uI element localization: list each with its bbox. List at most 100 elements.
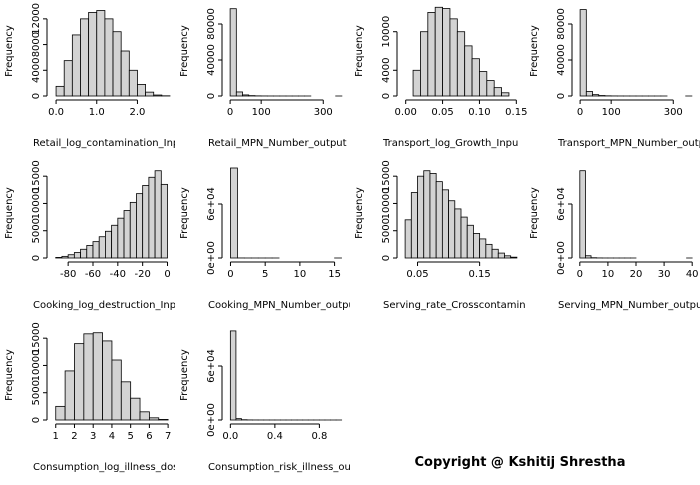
bar	[137, 84, 146, 97]
y-tick-label: 0	[381, 255, 392, 261]
bar	[80, 248, 88, 259]
bar	[153, 94, 163, 97]
bar	[130, 397, 141, 421]
x-tick-label: 4	[109, 431, 115, 442]
bar	[460, 216, 468, 259]
bar	[86, 245, 94, 259]
y-tick-label: 4000	[381, 58, 392, 83]
bar	[493, 87, 502, 97]
y-tick-label: 10000	[381, 188, 392, 220]
bar	[410, 192, 418, 259]
bar	[497, 252, 505, 259]
y-tick-label: 6e+04	[556, 187, 567, 221]
bar	[510, 256, 518, 259]
bar	[129, 201, 137, 259]
bar	[441, 189, 449, 259]
x-tick-label: 0	[577, 269, 583, 280]
copyright: Copyright @ Kshitij Shrestha	[415, 455, 626, 470]
bar	[479, 71, 488, 97]
y-tick-label: 4000	[31, 58, 42, 83]
bar	[123, 210, 131, 259]
x-tick-label: 100	[252, 107, 271, 118]
x-axis-title: Cooking_MPN_Number_outpu	[208, 300, 355, 311]
bar	[464, 45, 473, 97]
bar	[491, 248, 499, 259]
y-tick-label: 0	[381, 93, 392, 99]
bar	[434, 6, 443, 97]
x-tick-label: 5	[262, 269, 268, 280]
bar	[473, 233, 481, 259]
bar	[456, 31, 466, 97]
bar	[55, 85, 65, 97]
x-tick-label: 300	[664, 107, 683, 118]
bar	[423, 170, 431, 259]
y-tick-label: 5000	[31, 218, 42, 243]
bar	[235, 418, 242, 421]
bar	[92, 241, 100, 259]
x-tick-label: 0.4	[267, 431, 283, 442]
panel: 0.0 0.4 0.8 0e+00 6e+04 Frequency Consumption_…	[179, 330, 350, 473]
bar	[154, 170, 162, 259]
bar	[120, 50, 130, 97]
y-axis-title: Frequency	[179, 349, 190, 401]
x-tick-label: 0.10	[468, 107, 490, 118]
x-tick-label: 1.0	[89, 107, 105, 118]
bar	[148, 417, 160, 421]
bar	[158, 419, 169, 421]
bar	[136, 193, 144, 259]
bar	[479, 238, 487, 259]
y-tick-label: 12000	[31, 3, 42, 35]
y-tick-label: 5000	[31, 380, 42, 405]
y-tick-label: 6e+04	[206, 187, 217, 221]
y-tick-label: 6e+04	[206, 349, 217, 383]
bar	[128, 69, 138, 97]
x-axis-title: Retail_MPN_Number_output	[208, 138, 347, 149]
x-tick-label: 40	[686, 269, 699, 280]
x-axis-title: Serving_MPN_Number_outpu	[558, 300, 700, 311]
bar	[229, 8, 237, 97]
y-tick-label: 40000	[206, 44, 217, 76]
y-axis-title: Frequency	[4, 25, 15, 77]
bar	[242, 94, 250, 97]
y-tick-label: 0e+00	[206, 241, 217, 275]
bar	[67, 254, 75, 259]
y-tick-label: 10000	[381, 16, 392, 48]
bar	[98, 236, 106, 259]
bar	[105, 230, 113, 259]
x-tick-label: 10	[294, 269, 307, 280]
y-axis-title: Frequency	[354, 25, 365, 77]
x-axis-title: Retail_log_contamination_Inpu	[33, 138, 186, 149]
panel: 0 100 300 0 40000 80000 Frequency Retail_MPN_Nu…	[179, 8, 347, 149]
bar	[442, 8, 451, 97]
y-axis-title: Frequency	[4, 187, 15, 239]
panel: 0 5 10 15 0e+00 6e+04 Frequency Cooking_MPN_Num…	[179, 167, 355, 311]
bar	[417, 175, 425, 259]
y-tick-label: 0	[206, 93, 217, 99]
bar	[71, 34, 81, 97]
bar	[486, 80, 495, 97]
x-tick-label: -60	[85, 269, 101, 280]
bar	[420, 31, 429, 97]
y-tick-label: 80000	[556, 8, 567, 40]
bar	[55, 405, 66, 421]
bar	[585, 91, 593, 97]
y-tick-label: 15000	[31, 160, 42, 192]
x-tick-label: -80	[60, 269, 76, 280]
x-tick-label: 20	[630, 269, 643, 280]
bar	[142, 185, 150, 259]
x-tick-label: 0.05	[431, 107, 453, 118]
bar	[80, 18, 90, 97]
x-tick-label: 15	[328, 269, 341, 280]
x-tick-label: 3	[90, 431, 96, 442]
bar	[102, 340, 113, 421]
bar	[412, 69, 421, 97]
bar	[449, 18, 458, 97]
x-axis-title: Serving_rate_Crosscontamination	[383, 300, 551, 311]
x-axis-title: Transport_log_Growth_Inpu	[382, 138, 518, 149]
x-tick-label: 7	[165, 431, 171, 442]
y-axis-title: Frequency	[179, 187, 190, 239]
x-axis-title: Cooking_log_destruction_Inpu	[33, 300, 182, 311]
